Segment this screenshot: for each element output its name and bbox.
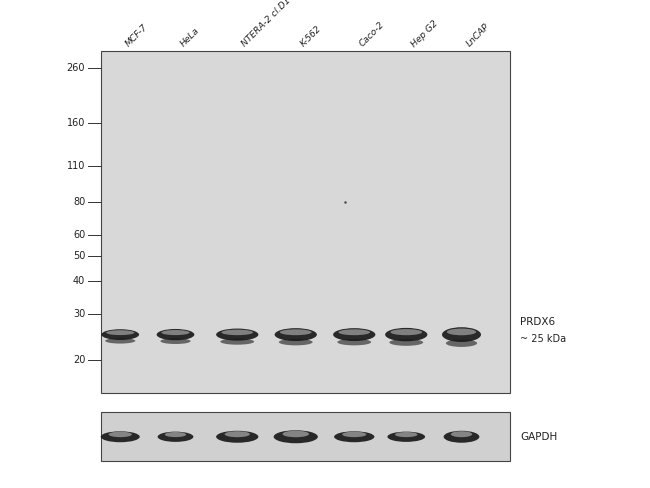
Ellipse shape bbox=[333, 328, 376, 341]
Ellipse shape bbox=[337, 339, 371, 346]
Text: Caco-2: Caco-2 bbox=[358, 20, 386, 49]
Ellipse shape bbox=[274, 328, 317, 341]
Text: K-562: K-562 bbox=[299, 24, 324, 49]
Text: GAPDH: GAPDH bbox=[520, 432, 557, 442]
Ellipse shape bbox=[157, 329, 194, 340]
Text: 160: 160 bbox=[67, 118, 85, 128]
Text: PRDX6: PRDX6 bbox=[520, 317, 555, 327]
Ellipse shape bbox=[274, 430, 318, 443]
Text: 40: 40 bbox=[73, 276, 85, 286]
Ellipse shape bbox=[161, 338, 190, 344]
Ellipse shape bbox=[387, 431, 425, 442]
Ellipse shape bbox=[446, 340, 477, 347]
Ellipse shape bbox=[216, 328, 259, 341]
Ellipse shape bbox=[101, 329, 139, 340]
Ellipse shape bbox=[279, 339, 313, 346]
Ellipse shape bbox=[157, 431, 194, 442]
Text: 30: 30 bbox=[73, 309, 85, 319]
Text: LnCAP: LnCAP bbox=[465, 22, 491, 49]
Ellipse shape bbox=[106, 330, 135, 335]
Text: Hep G2: Hep G2 bbox=[410, 19, 439, 49]
Ellipse shape bbox=[109, 432, 132, 437]
Ellipse shape bbox=[161, 330, 190, 335]
Text: HeLa: HeLa bbox=[179, 26, 202, 49]
Bar bbox=[101, 51, 510, 393]
Ellipse shape bbox=[280, 329, 311, 335]
Ellipse shape bbox=[391, 329, 422, 335]
Ellipse shape bbox=[220, 339, 254, 345]
Ellipse shape bbox=[342, 432, 367, 437]
Text: 60: 60 bbox=[73, 230, 85, 240]
Text: NTERA-2 cl.D1: NTERA-2 cl.D1 bbox=[240, 0, 293, 49]
Text: ~ 25 kDa: ~ 25 kDa bbox=[520, 334, 566, 345]
Text: 50: 50 bbox=[73, 250, 85, 261]
Ellipse shape bbox=[283, 431, 309, 437]
Text: 20: 20 bbox=[73, 355, 85, 365]
Ellipse shape bbox=[395, 432, 417, 437]
Ellipse shape bbox=[442, 327, 481, 342]
Ellipse shape bbox=[447, 328, 476, 335]
Ellipse shape bbox=[216, 431, 259, 443]
Ellipse shape bbox=[389, 339, 423, 346]
Ellipse shape bbox=[385, 328, 428, 341]
Text: 110: 110 bbox=[67, 161, 85, 171]
Text: 260: 260 bbox=[67, 62, 85, 73]
Text: 80: 80 bbox=[73, 197, 85, 207]
Ellipse shape bbox=[101, 431, 140, 442]
Ellipse shape bbox=[451, 431, 472, 437]
Ellipse shape bbox=[165, 432, 186, 437]
Text: MCF-7: MCF-7 bbox=[124, 23, 150, 49]
Ellipse shape bbox=[334, 431, 374, 442]
Bar bbox=[101, 412, 510, 461]
Ellipse shape bbox=[222, 330, 253, 335]
Ellipse shape bbox=[105, 338, 135, 344]
Ellipse shape bbox=[339, 329, 370, 335]
Ellipse shape bbox=[225, 431, 250, 437]
Ellipse shape bbox=[443, 431, 480, 443]
